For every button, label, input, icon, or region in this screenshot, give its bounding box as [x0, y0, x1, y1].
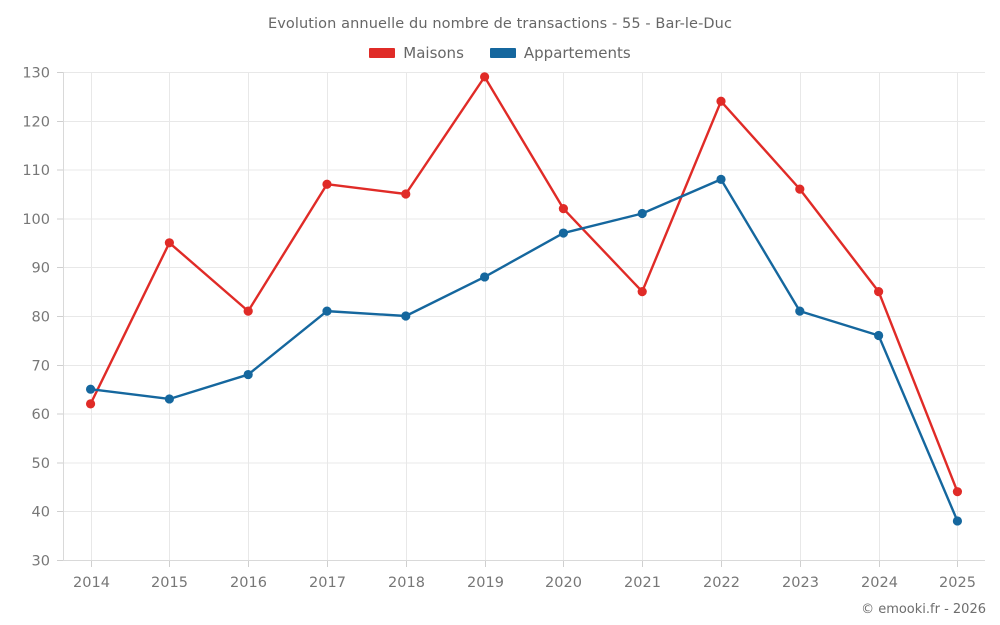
data-point-maisons-2022[interactable] [716, 96, 726, 106]
data-point-maisons-2024[interactable] [874, 287, 884, 297]
legend-swatch-appartements [489, 48, 516, 58]
data-point-maisons-2025[interactable] [952, 487, 963, 497]
data-point-appartements-2022[interactable] [716, 174, 726, 184]
y-axis-tick-label: 80 [32, 310, 50, 326]
data-point-appartements-2016[interactable] [243, 369, 253, 380]
legend-label-appartements: Appartements [523, 44, 631, 62]
x-axis-tick-label: 2016 [230, 575, 267, 591]
data-point-appartements-2025[interactable] [952, 516, 963, 526]
x-axis-tick-label: 2019 [467, 575, 504, 591]
data-point-appartements-2019[interactable] [480, 272, 490, 282]
y-axis-tick-label: 100 [22, 212, 50, 228]
y-axis-tick-label: 60 [32, 407, 50, 423]
data-point-appartements-2020[interactable] [558, 228, 569, 238]
data-point-maisons-2023[interactable] [795, 184, 805, 194]
data-point-appartements-2015[interactable] [164, 394, 174, 404]
data-point-appartements-2017[interactable] [322, 306, 332, 316]
series-line-appartements [89, 178, 959, 523]
y-axis-tick-label: 90 [32, 261, 50, 277]
chart-title: Evolution annuelle du nombre de transact… [267, 16, 733, 32]
x-axis-tick-label: 2021 [624, 575, 661, 591]
data-point-maisons-2016[interactable] [243, 306, 253, 316]
y-axis-tick-label: 70 [32, 358, 50, 374]
x-axis-tick-label: 2014 [73, 575, 110, 591]
data-point-appartements-2014[interactable] [85, 384, 96, 394]
series-line-maisons [89, 75, 959, 493]
y-axis-tick-label: 40 [32, 505, 50, 521]
chart-legend: Maisons Appartements [0, 44, 1000, 62]
x-axis-tick-label: 2024 [861, 575, 898, 591]
data-point-maisons-2014[interactable] [85, 399, 96, 409]
data-point-appartements-2018[interactable] [401, 311, 411, 321]
data-point-maisons-2018[interactable] [401, 189, 411, 199]
x-axis-tick-label: 2023 [782, 575, 819, 591]
legend-swatch-maisons [369, 48, 396, 58]
y-axis-tick-label: 30 [32, 554, 50, 570]
data-point-appartements-2021[interactable] [637, 208, 647, 219]
x-axis-tick-label: 2022 [703, 575, 740, 591]
y-axis-tick-label: 50 [32, 456, 50, 472]
y-axis-tick-label: 130 [22, 66, 50, 82]
legend-item-appartements[interactable]: Appartements [489, 44, 631, 62]
data-point-appartements-2024[interactable] [874, 330, 884, 341]
data-point-appartements-2023[interactable] [795, 306, 805, 316]
legend-item-maisons[interactable]: Maisons [369, 44, 464, 62]
y-axis-tick-label: 120 [22, 114, 50, 130]
data-point-maisons-2017[interactable] [322, 179, 332, 189]
data-point-maisons-2020[interactable] [558, 204, 569, 214]
data-point-maisons-2019[interactable] [480, 72, 490, 82]
y-axis-tick-label: 110 [22, 163, 50, 179]
x-axis-tick-label: 2015 [151, 575, 188, 591]
copyright-credit: © emooki.fr - 2026 [861, 602, 986, 617]
x-axis-tick-label: 2017 [309, 575, 346, 591]
data-point-maisons-2015[interactable] [164, 238, 174, 248]
legend-label-maisons: Maisons [403, 44, 464, 62]
x-axis-tick-label: 2025 [939, 575, 976, 591]
x-axis-tick-label: 2018 [388, 575, 425, 591]
x-axis-tick-label: 2020 [545, 575, 582, 591]
data-point-maisons-2021[interactable] [637, 287, 647, 297]
